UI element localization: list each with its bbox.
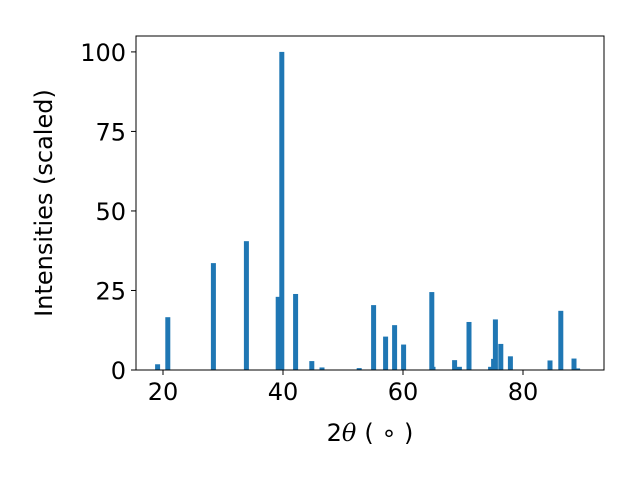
x-tick-label: 80 — [508, 378, 539, 406]
bar — [392, 325, 398, 370]
x-tick-label: 20 — [148, 378, 179, 406]
bar — [243, 241, 249, 370]
bars — [155, 51, 581, 371]
bar — [452, 360, 458, 370]
bar — [319, 367, 325, 370]
bar — [558, 310, 564, 370]
plot-frame — [135, 35, 605, 371]
y-tick-label: 25 — [95, 277, 126, 305]
bar — [456, 366, 462, 370]
y-tick-label: 75 — [95, 118, 126, 146]
x-axis: 20 40 60 80 — [148, 370, 539, 406]
bar — [571, 358, 577, 370]
bar — [547, 360, 553, 370]
bar — [371, 305, 377, 370]
bar — [155, 364, 161, 370]
y-tick-label: 50 — [95, 198, 126, 226]
x-tick-label: 60 — [388, 378, 419, 406]
bar — [575, 368, 581, 370]
bar — [507, 356, 513, 370]
y-tick-label: 100 — [80, 39, 126, 67]
bar — [492, 319, 498, 370]
y-tick-label: 0 — [111, 357, 126, 385]
bar — [429, 292, 435, 370]
bar — [498, 343, 504, 370]
bar — [356, 368, 362, 370]
x-tick-label: 40 — [268, 378, 299, 406]
bar — [383, 336, 389, 370]
bar — [309, 361, 315, 370]
bar — [430, 366, 436, 370]
bar — [293, 293, 299, 370]
bar — [466, 321, 472, 370]
bar — [275, 296, 281, 370]
y-axis-label: Intensities (scaled) — [30, 89, 58, 317]
x-axis-label: 2θ( ∘ ) — [327, 419, 414, 447]
bar — [210, 263, 216, 370]
y-axis: 0 25 50 75 100 — [80, 39, 136, 385]
bar — [488, 366, 494, 370]
bar — [279, 51, 285, 371]
bar — [401, 344, 407, 370]
bar — [165, 317, 171, 370]
